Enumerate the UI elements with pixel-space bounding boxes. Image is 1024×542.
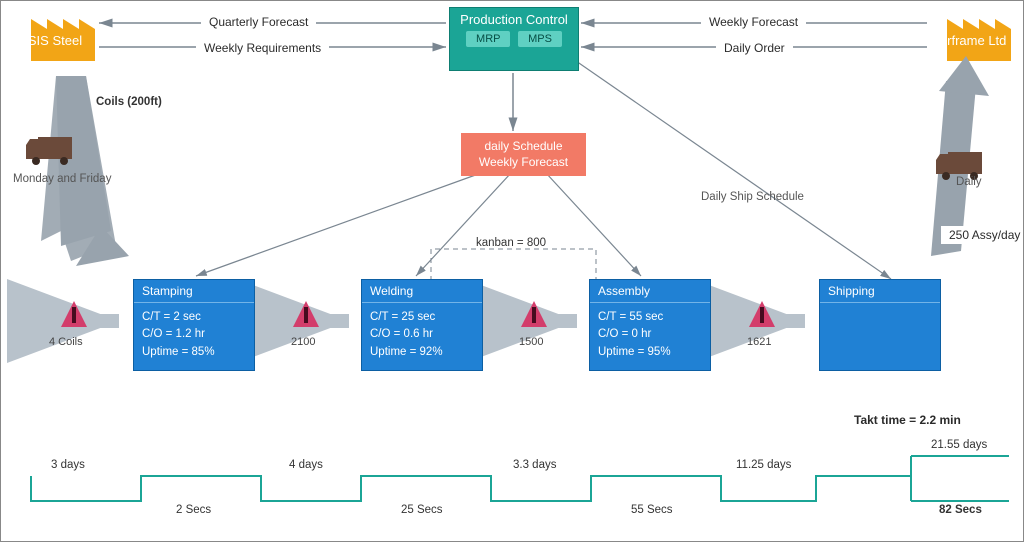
stamping-co: C/O = 1.2 hr <box>142 326 246 343</box>
label-daily-ship: Daily Ship Schedule <box>701 191 804 203</box>
schedule-box: daily Schedule Weekly Forecast <box>461 133 586 176</box>
label-kanban: kanban = 800 <box>476 237 546 249</box>
supplier-label: SIS Steel <box>15 33 95 48</box>
label-supplier-freq: Monday and Friday <box>13 173 111 185</box>
customer-label: Airframe Ltd <box>931 33 1011 48</box>
total-proc: 82 Secs <box>939 504 982 516</box>
vsm-canvas: SIS Steel Airframe Ltd Production Contro… <box>0 0 1024 542</box>
inventory-label-2: 2100 <box>291 336 315 348</box>
stamping-ct: C/T = 2 sec <box>142 309 246 326</box>
process-shipping-title: Shipping <box>820 280 940 303</box>
assembly-up: Uptime = 95% <box>598 344 702 361</box>
production-control-box: Production Control MRP MPS <box>449 7 579 71</box>
assembly-ct: C/T = 55 sec <box>598 309 702 326</box>
pc-sub-mrp: MRP <box>466 31 510 47</box>
process-assembly: Assembly C/T = 55 sec C/O = 0 hr Uptime … <box>589 279 711 371</box>
lead-d2: 4 days <box>289 459 323 471</box>
process-stamping: Stamping C/T = 2 sec C/O = 1.2 hr Uptime… <box>133 279 255 371</box>
schedule-line2: Weekly Forecast <box>471 155 576 171</box>
takt-time: Takt time = 2.2 min <box>846 411 969 429</box>
inventory-triangle-2 <box>293 301 319 327</box>
process-welding: Welding C/T = 25 sec C/O = 0.6 hr Uptime… <box>361 279 483 371</box>
label-weekly-forecast: Weekly Forecast <box>701 13 806 31</box>
inventory-triangle-4 <box>749 301 775 327</box>
label-daily-order: Daily Order <box>716 39 793 57</box>
lead-d4: 11.25 days <box>736 459 791 471</box>
welding-ct: C/T = 25 sec <box>370 309 474 326</box>
proc-p2: 25 Secs <box>401 504 443 516</box>
total-lead: 21.55 days <box>931 439 987 451</box>
pc-sub-mps: MPS <box>518 31 562 47</box>
label-customer-rate: 250 Assy/day <box>941 226 1024 244</box>
proc-p1: 2 Secs <box>176 504 211 516</box>
process-shipping: Shipping <box>819 279 941 371</box>
inventory-label-1: 4 Coils <box>49 336 83 348</box>
label-quarterly-forecast: Quarterly Forecast <box>201 13 316 31</box>
stamping-up: Uptime = 85% <box>142 344 246 361</box>
process-stamping-title: Stamping <box>134 280 254 303</box>
inventory-label-3: 1500 <box>519 336 543 348</box>
label-weekly-requirements: Weekly Requirements <box>196 39 329 57</box>
label-coils: Coils (200ft) <box>96 96 162 108</box>
proc-p3: 55 Secs <box>631 504 673 516</box>
inventory-label-4: 1621 <box>747 336 771 348</box>
assembly-co: C/O = 0 hr <box>598 326 702 343</box>
process-welding-title: Welding <box>362 280 482 303</box>
inventory-triangle-1 <box>61 301 87 327</box>
inventory-triangle-3 <box>521 301 547 327</box>
lead-d3: 3.3 days <box>513 459 556 471</box>
production-control-title: Production Control <box>460 8 568 29</box>
label-customer-freq: Daily <box>956 176 982 188</box>
schedule-line1: daily Schedule <box>471 139 576 155</box>
welding-up: Uptime = 92% <box>370 344 474 361</box>
lead-d1: 3 days <box>51 459 85 471</box>
process-assembly-title: Assembly <box>590 280 710 303</box>
welding-co: C/O = 0.6 hr <box>370 326 474 343</box>
